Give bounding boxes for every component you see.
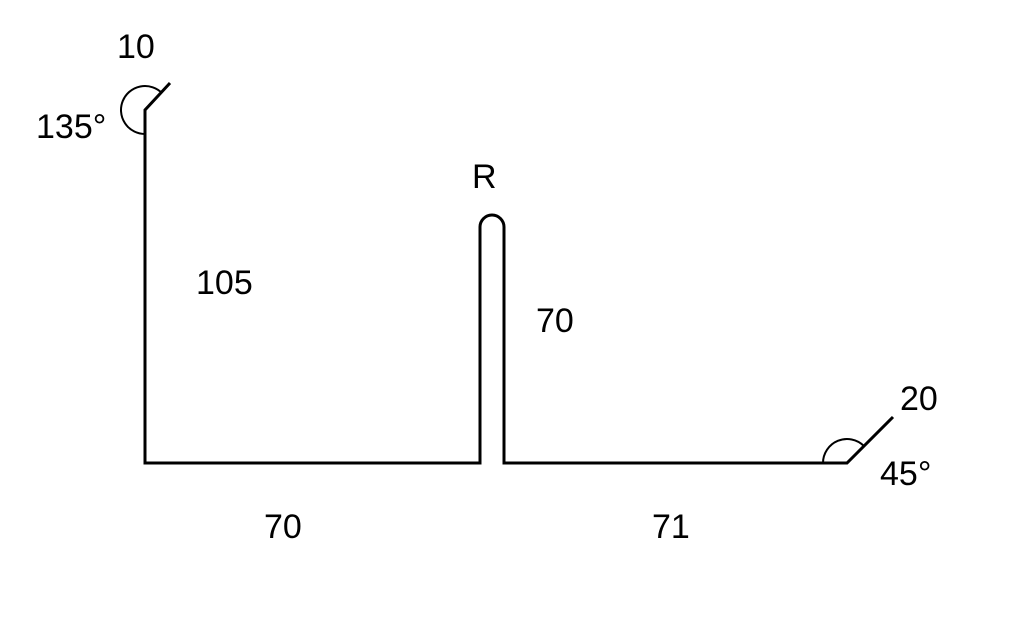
profile-drawing bbox=[0, 0, 1015, 635]
angle-45: 45° bbox=[880, 455, 931, 494]
dim-20: 20 bbox=[900, 380, 938, 419]
angle-135: 135° bbox=[36, 108, 106, 147]
dim-70-right: 70 bbox=[536, 302, 574, 341]
dim-10: 10 bbox=[117, 28, 155, 67]
dim-71: 71 bbox=[652, 508, 690, 547]
radius-r: R bbox=[472, 158, 497, 197]
dim-105: 105 bbox=[196, 264, 253, 303]
profile-path bbox=[145, 83, 893, 463]
dim-70-left: 70 bbox=[264, 508, 302, 547]
angle-arc-135 bbox=[121, 86, 162, 134]
